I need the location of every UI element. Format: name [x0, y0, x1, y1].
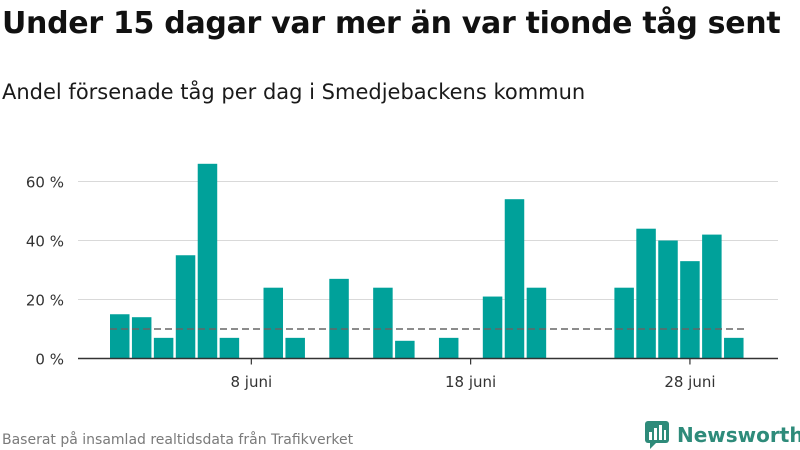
y-tick-label: 60 % — [26, 174, 64, 192]
bar — [614, 287, 634, 359]
bar — [153, 337, 174, 359]
bar — [131, 317, 152, 359]
brand-name: Newsworthy — [677, 423, 800, 447]
x-tick-label: 8 juni — [230, 373, 272, 391]
bar — [373, 287, 393, 359]
bar — [526, 287, 547, 359]
bar — [110, 314, 130, 359]
bar-chart: 0 % 20 % 40 % 60 % 8 juni 18 juni 28 juni — [26, 163, 778, 391]
bar — [702, 234, 722, 359]
bar-chart-speech-bubble-icon — [645, 421, 669, 449]
source-note: Baserat på insamlad realtidsdata från Tr… — [2, 432, 354, 448]
x-tick-label: 28 juni — [664, 373, 715, 391]
bar — [285, 337, 305, 359]
bar — [197, 163, 218, 359]
bar — [263, 287, 284, 359]
y-tick-label: 0 % — [35, 351, 64, 369]
bar — [219, 337, 240, 359]
y-tick-label: 40 % — [26, 233, 64, 251]
brand-logo: Newsworthy — [645, 420, 800, 450]
bar — [438, 337, 459, 359]
bar — [636, 228, 656, 359]
bar — [504, 199, 525, 359]
bar — [175, 255, 196, 359]
y-tick-label: 20 % — [26, 292, 64, 310]
bar — [329, 278, 349, 359]
bar — [724, 337, 744, 359]
x-tick-label: 18 juni — [445, 373, 496, 391]
chart-title: Under 15 dagar var mer än var tionde tåg… — [2, 6, 781, 41]
chart-subtitle: Andel försenade tåg per dag i Smedjeback… — [2, 80, 586, 104]
bar — [680, 261, 700, 359]
bar — [658, 240, 678, 359]
bar — [395, 340, 415, 359]
bar — [482, 296, 503, 359]
